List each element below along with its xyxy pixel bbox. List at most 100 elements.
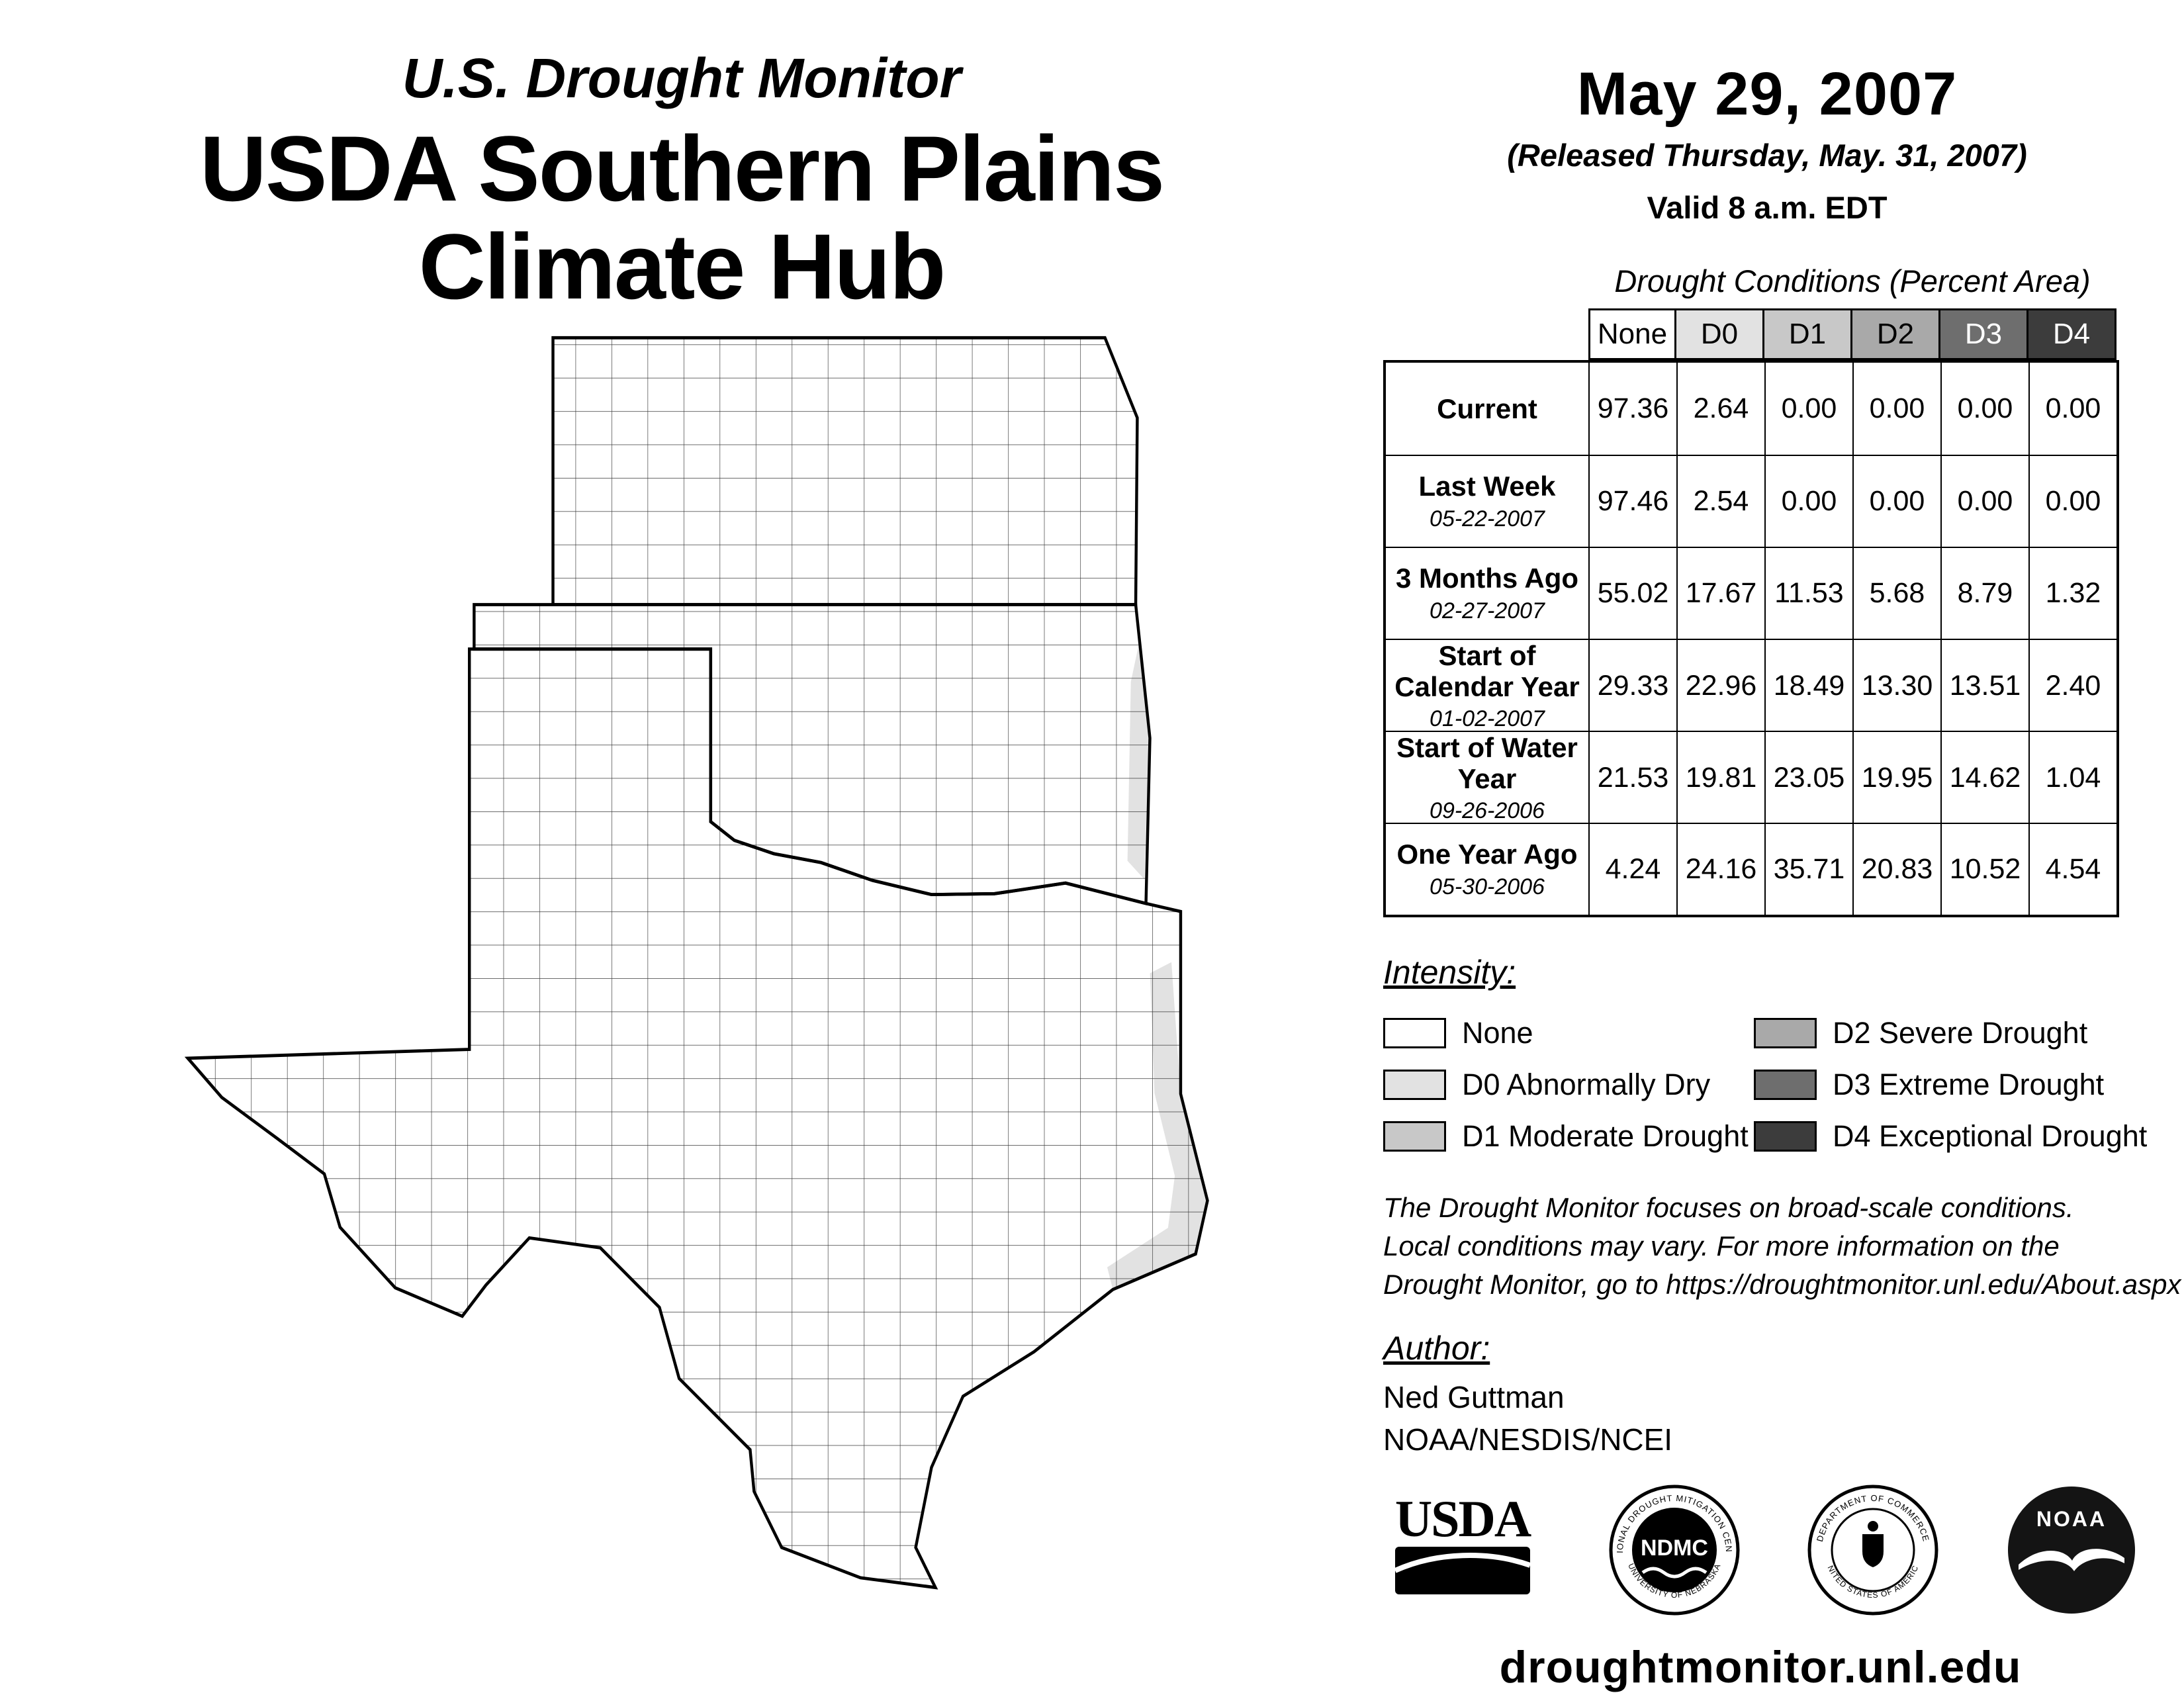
- legend-swatch: [1383, 1121, 1446, 1152]
- table-title: Drought Conditions (Percent Area): [1614, 263, 2091, 298]
- tri-state-map: [165, 311, 1224, 1608]
- author-name: Ned Guttman: [1383, 1379, 1565, 1414]
- percent-value-cell: 19.81: [1676, 732, 1764, 825]
- noaa-logo-text: NOAA: [2036, 1507, 2107, 1531]
- row-label-cell: Start of Calendar Year 01-02-2007: [1386, 640, 1588, 732]
- percent-value-cell: 10.52: [1940, 824, 2028, 915]
- legend-label: D0 Abnormally Dry: [1462, 1068, 1711, 1101]
- legend-label: D1 Moderate Drought: [1462, 1119, 1749, 1153]
- table-row: One Year Ago 05-30-2006 4.24 24.16 35.71 20.8…: [1386, 823, 2116, 915]
- row-label: Current: [1437, 392, 1537, 424]
- percent-value-cell: 23.05: [1764, 732, 1852, 825]
- percent-value-cell: 21.53: [1588, 732, 1676, 825]
- usda-logo: USDA: [1394, 1494, 1533, 1594]
- doc-seal-logo: DEPARTMENT OF COMMERCE UNITED STATES OF …: [1807, 1484, 1938, 1616]
- legend-item: D0 Abnormally Dry: [1383, 1059, 1754, 1111]
- percent-value-cell: 0.00: [2028, 363, 2116, 455]
- percent-value-cell: 5.68: [1852, 548, 1940, 639]
- row-date: 05-22-2007: [1430, 506, 1545, 531]
- legend-column-left: None D0 Abnormally Dry D1 Moderate Drought: [1383, 1007, 1754, 1162]
- ndmc-wave: [1641, 1567, 1707, 1579]
- usda-logo-text: USDA: [1395, 1494, 1531, 1547]
- doc-emblem-top: [1868, 1520, 1878, 1532]
- report-subtitle: U.S. Drought Monitor: [402, 47, 962, 109]
- percent-value-cell: 1.04: [2028, 732, 2116, 825]
- usda-swoosh: [1394, 1552, 1531, 1573]
- row-date: 09-26-2006: [1430, 798, 1545, 824]
- intensity-legend: None D0 Abnormally Dry D1 Moderate Drought…: [1383, 1007, 2151, 1162]
- author-org: NOAA/NESDIS/NCEI: [1383, 1422, 1673, 1457]
- row-label-cell: Start of Water Year 09-26-2006: [1386, 732, 1588, 824]
- intensity-heading: Intensity:: [1383, 954, 1516, 991]
- legend-item: D3 Extreme Drought: [1754, 1059, 2147, 1111]
- percent-value-cell: 0.00: [2028, 456, 2116, 547]
- legend-column-right: D2 Severe Drought D3 Extreme Drought D4 Ex…: [1754, 1007, 2147, 1162]
- doc-emblem-shield: [1862, 1533, 1884, 1567]
- legend-item: D4 Exceptional Drought: [1754, 1111, 2147, 1162]
- legend-label: D4 Exceptional Drought: [1833, 1119, 2148, 1153]
- percent-value-cell: 4.54: [2028, 824, 2116, 915]
- row-label: Start of Water Year: [1396, 732, 1578, 795]
- percent-value-cell: 24.16: [1676, 824, 1764, 915]
- table-row: Last Week 05-22-2007 97.46 2.54 0.00 0.00 0.00…: [1386, 455, 2116, 547]
- legend-label: D2 Severe Drought: [1833, 1016, 2088, 1050]
- row-label-cell: One Year Ago 05-30-2006: [1386, 824, 1588, 915]
- percent-value-cell: 4.24: [1588, 824, 1676, 915]
- percent-value-cell: 0.00: [1764, 363, 1852, 455]
- percent-value-cell: 8.79: [1940, 548, 2028, 639]
- percent-value-cell: 97.36: [1588, 363, 1676, 455]
- map-date: May 29, 2007: [1576, 60, 1958, 128]
- row-label-cell: Current: [1386, 363, 1588, 455]
- table-row: Start of Calendar Year 01-02-2007 29.33 22.…: [1386, 639, 2116, 733]
- percent-value-cell: 20.83: [1852, 824, 1940, 915]
- percent-value-cell: 0.00: [1764, 456, 1852, 547]
- noaa-seagull: [2019, 1549, 2124, 1571]
- table-row: Start of Water Year 09-26-2006 21.53 19.81 2…: [1386, 731, 2116, 825]
- legend-label: None: [1462, 1016, 1533, 1050]
- released-line: (Released Thursday, May. 31, 2007): [1507, 138, 2027, 173]
- percent-value-cell: 13.51: [1940, 640, 2028, 733]
- ndmc-logo-text: NDMC: [1641, 1535, 1708, 1561]
- percent-value-cell: 55.02: [1588, 548, 1676, 639]
- map-svg: [165, 311, 1224, 1608]
- legend-label: D3 Extreme Drought: [1833, 1068, 2105, 1101]
- table-corner-spacer: [1383, 308, 1588, 360]
- percent-value-cell: 17.67: [1676, 548, 1764, 639]
- legend-item: D1 Moderate Drought: [1383, 1111, 1754, 1162]
- ndmc-logo: NATIONAL DROUGHT MITIGATION CENTER UNIVE…: [1608, 1484, 1740, 1616]
- percent-value-cell: 1.32: [2028, 548, 2116, 639]
- percent-value-cell: 2.64: [1676, 363, 1764, 455]
- brand-block: U.S. Drought Monitor USDA Southern Plain…: [119, 46, 1244, 316]
- footer-url: droughtmonitor.unl.edu: [1499, 1641, 2022, 1692]
- author-heading: Author:: [1383, 1329, 1490, 1367]
- valid-line: Valid 8 a.m. EDT: [1647, 190, 1888, 225]
- column-header-d3: D3: [1940, 308, 2028, 360]
- row-label: One Year Ago: [1396, 839, 1578, 870]
- legend-swatch: [1754, 1121, 1817, 1152]
- legend-swatch: [1383, 1018, 1446, 1048]
- percent-value-cell: 19.95: [1852, 732, 1940, 825]
- row-label: Last Week: [1418, 471, 1556, 502]
- percent-value-cell: 18.49: [1764, 640, 1852, 733]
- row-label-cell: Last Week 05-22-2007: [1386, 456, 1588, 547]
- legend-item: None: [1383, 1007, 1754, 1059]
- table-row: 3 Months Ago 02-27-2007 55.02 17.67 11.53 5.6…: [1386, 547, 2116, 639]
- column-header-d4: D4: [2028, 308, 2116, 360]
- row-date: 05-30-2006: [1430, 874, 1545, 899]
- table-header-row: None D0 D1 D2 D3 D4: [1383, 308, 2151, 360]
- column-header-d0: D0: [1676, 308, 1764, 360]
- legend-swatch: [1754, 1070, 1817, 1100]
- legend-swatch: [1754, 1018, 1817, 1048]
- info-panel: May 29, 2007 (Released Thursday, May. 31…: [1383, 60, 2181, 1693]
- intensity-section: Intensity: None D0 Abnormally Dry D1 Moder…: [1383, 953, 2151, 1162]
- row-date: 01-02-2007: [1430, 706, 1545, 732]
- report-title-line1: USDA Southern Plains: [199, 116, 1165, 220]
- percent-value-cell: 0.00: [1940, 456, 2028, 547]
- percent-value-cell: 11.53: [1764, 548, 1852, 639]
- legend-swatch: [1383, 1070, 1446, 1100]
- county-lines: [187, 338, 1208, 1588]
- percent-value-cell: 0.00: [1940, 363, 2028, 455]
- disclaimer-text: The Drought Monitor focuses on broad-sca…: [1383, 1192, 2181, 1300]
- percent-value-cell: 2.40: [2028, 640, 2116, 733]
- drought-conditions-table: Current 97.36 2.64 0.00 0.00 0.00 0.00 Last Wee…: [1383, 360, 2119, 917]
